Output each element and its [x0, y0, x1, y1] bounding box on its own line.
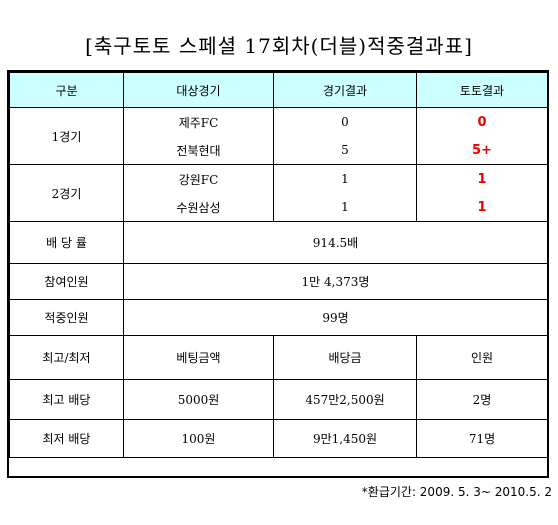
participants-value: 1만 4,373명: [123, 263, 548, 300]
refund-period-note: *환급기간: 2009. 5. 3~ 2010.5. 2: [361, 485, 552, 499]
payout-count: 71명: [416, 419, 548, 458]
team-name: 제주FC: [123, 107, 274, 137]
winners-label: 적중인원: [9, 299, 124, 336]
payout-header-row: 최고/최저 베팅금액 배당금 인원: [9, 335, 548, 380]
header-match-result: 경기결과: [273, 72, 417, 108]
header-category: 구분: [9, 72, 124, 108]
game-row: 2경기 강원FC 1 1: [9, 164, 548, 222]
team-name: 수원삼성: [123, 193, 274, 222]
match-score: 1: [273, 164, 417, 194]
team-name: 강원FC: [123, 164, 274, 194]
participants-label: 참여인원: [9, 263, 124, 300]
payout-label: 최저 배당: [9, 419, 124, 458]
payout-header-type: 최고/최저: [9, 335, 124, 380]
payout-bet: 100원: [123, 419, 274, 458]
results-table-box: 구분 대상경기 경기결과 토토결과 1경기 제주FC 0 0 전북현대 5 5+…: [7, 70, 549, 478]
game-label: 2경기: [9, 164, 124, 222]
match-score: 1: [273, 193, 417, 222]
payout-prize: 9만1,450원: [273, 419, 417, 458]
game-row: 1경기 제주FC 0 0: [9, 107, 548, 165]
match-score: 5: [273, 136, 417, 165]
winners-row: 적중인원 99명: [9, 299, 548, 336]
payout-bet: 5000원: [123, 379, 274, 420]
game-row: 전북현대 5 5+: [10, 136, 548, 165]
winners-value: 99명: [123, 299, 548, 336]
payout-header-count: 인원: [416, 335, 548, 380]
team-name: 전북현대: [123, 136, 274, 165]
payout-header-prize: 배당금: [273, 335, 417, 380]
toto-result: 5+: [416, 136, 548, 165]
toto-result: 0: [416, 107, 548, 137]
payout-rate-value: 914.5배: [123, 221, 548, 264]
payout-row: 최저 배당 100원 9만1,450원 71명: [9, 419, 548, 458]
payout-header-bet: 베팅금액: [123, 335, 274, 380]
payout-rate-label: 배 당 률: [9, 221, 124, 264]
match-score: 0: [273, 107, 417, 137]
payout-label: 최고 배당: [9, 379, 124, 420]
header-target-match: 대상경기: [123, 72, 274, 108]
game-label: 1경기: [9, 107, 124, 165]
participants-row: 참여인원 1만 4,373명: [9, 263, 548, 300]
table-header-row: 구분 대상경기 경기결과 토토결과: [9, 72, 548, 108]
toto-result: 1: [416, 193, 548, 222]
payout-row: 최고 배당 5000원 457만2,500원 2명: [9, 379, 548, 420]
payout-rate-row: 배 당 률 914.5배: [9, 221, 548, 264]
results-table: 구분 대상경기 경기결과 토토결과 1경기 제주FC 0 0 전북현대 5 5+…: [9, 72, 548, 458]
header-toto-result: 토토결과: [416, 72, 548, 108]
payout-count: 2명: [416, 379, 548, 420]
payout-prize: 457만2,500원: [273, 379, 417, 420]
toto-result: 1: [416, 164, 548, 194]
page-title: [축구토토 스페셜 17회차(더블)적중결과표]: [85, 34, 473, 58]
